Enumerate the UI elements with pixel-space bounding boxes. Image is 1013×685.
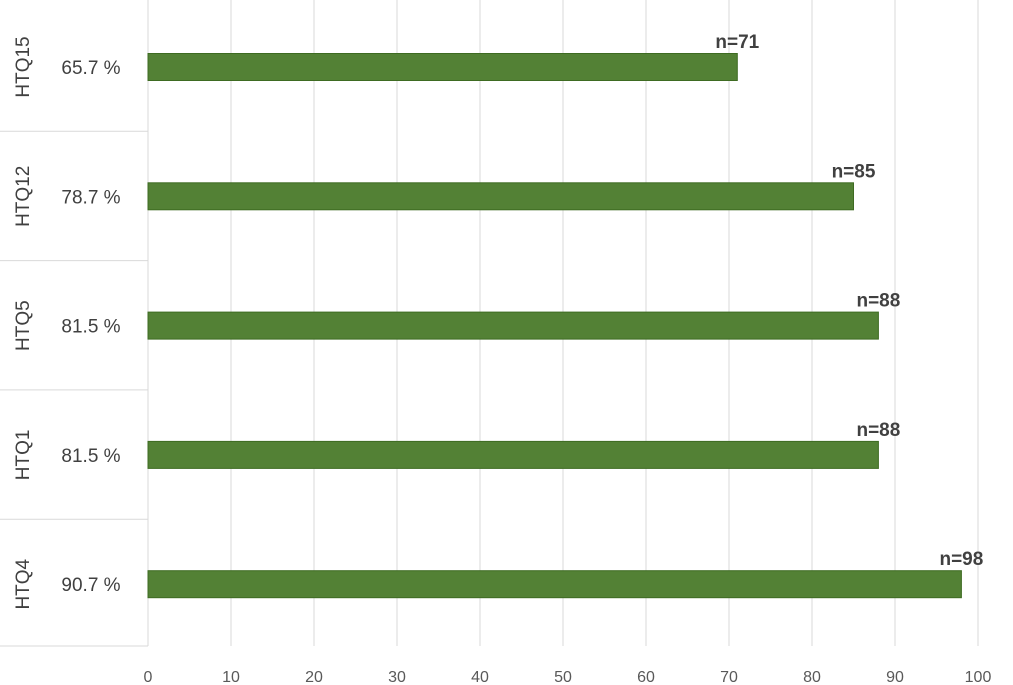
- category-separators: [0, 130, 148, 647]
- category-label: HTQ1: [13, 430, 34, 481]
- percent-label: 90.7 %: [61, 575, 120, 596]
- x-tick-label: 90: [886, 669, 904, 685]
- bar: [147, 182, 854, 211]
- data-label: n=88: [856, 420, 900, 441]
- x-tick-label: 10: [222, 669, 240, 685]
- percent-label: 81.5 %: [61, 317, 120, 338]
- category-label: HTQ5: [13, 300, 34, 351]
- x-tick-label: 0: [144, 669, 153, 685]
- data-label: n=88: [856, 291, 900, 312]
- data-label: n=85: [832, 161, 876, 182]
- x-tick-label: 40: [471, 669, 489, 685]
- bars: [147, 53, 962, 599]
- category-label: HTQ4: [13, 558, 34, 609]
- bar: [147, 311, 879, 340]
- x-tick-label: 30: [388, 669, 406, 685]
- percent-label: 78.7 %: [61, 187, 120, 208]
- labels: 0 10 20 30 40 50 60 70 80 90 100 n=71 65.7 % HTQ15 n=8…: [13, 32, 991, 685]
- x-tick-label: 20: [305, 669, 323, 685]
- bar: [147, 440, 879, 469]
- category-label: HTQ12: [13, 166, 34, 227]
- percent-label: 65.7 %: [61, 58, 120, 79]
- x-tick-label: 50: [554, 669, 572, 685]
- data-label: n=71: [715, 32, 759, 53]
- bar: [147, 53, 738, 81]
- bar: [147, 570, 962, 599]
- data-label: n=98: [939, 549, 983, 570]
- x-tick-label: 70: [720, 669, 738, 685]
- category-label: HTQ15: [13, 36, 34, 97]
- percent-label: 81.5 %: [61, 446, 120, 467]
- x-tick-label: 100: [965, 669, 992, 685]
- x-tick-label: 60: [637, 669, 655, 685]
- x-tick-label: 80: [803, 669, 821, 685]
